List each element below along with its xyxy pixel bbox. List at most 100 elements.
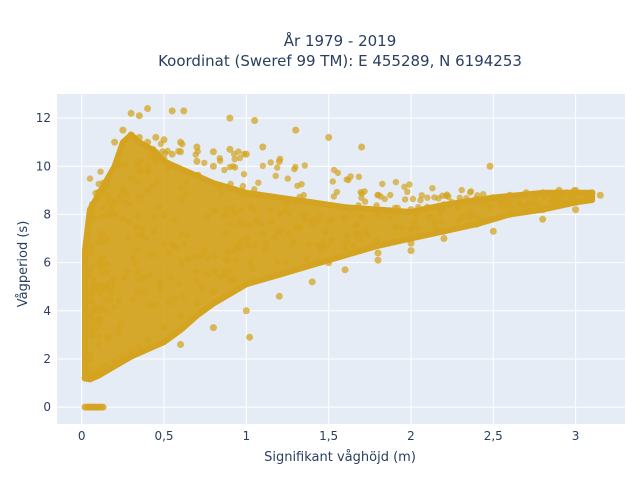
- data-point: [159, 148, 166, 155]
- data-point: [259, 162, 266, 170]
- data-point: [247, 260, 255, 268]
- data-point: [231, 156, 238, 163]
- data-point: [125, 200, 132, 207]
- data-point: [289, 241, 296, 248]
- data-point: [267, 218, 274, 225]
- data-point: [272, 172, 279, 179]
- data-point: [308, 278, 316, 286]
- x-tick-label: 0,5: [154, 429, 173, 443]
- data-point: [303, 255, 310, 263]
- data-point: [246, 222, 253, 229]
- data-point: [104, 335, 112, 342]
- data-point: [127, 174, 135, 182]
- data-point: [129, 254, 137, 261]
- data-point: [267, 159, 274, 166]
- data-point: [179, 293, 186, 301]
- data-point: [216, 185, 223, 192]
- data-point: [314, 217, 321, 225]
- data-point: [160, 241, 167, 248]
- data-point: [136, 165, 143, 172]
- data-point: [108, 204, 115, 212]
- data-point: [134, 232, 142, 239]
- data-point: [244, 242, 251, 249]
- data-point: [428, 213, 435, 220]
- data-point: [350, 243, 358, 250]
- data-point: [522, 189, 530, 197]
- data-point: [259, 230, 267, 238]
- data-point: [317, 213, 324, 220]
- data-point: [358, 143, 366, 151]
- data-point: [250, 206, 257, 214]
- data-point: [184, 255, 192, 262]
- data-point: [107, 296, 114, 304]
- data-point: [144, 168, 151, 176]
- data-point: [417, 196, 424, 204]
- x-tick-label: 0: [78, 429, 86, 443]
- data-point: [341, 266, 349, 274]
- data-point: [88, 291, 95, 298]
- data-point: [115, 329, 122, 336]
- data-point: [102, 296, 110, 304]
- data-point: [346, 205, 353, 213]
- data-point: [152, 301, 159, 308]
- data-point: [275, 292, 283, 300]
- data-point: [440, 201, 448, 209]
- data-point: [211, 252, 219, 260]
- data-point: [344, 239, 351, 246]
- data-point: [467, 214, 474, 221]
- data-point: [133, 247, 140, 254]
- data-point: [325, 259, 333, 267]
- data-point: [204, 271, 211, 278]
- data-point: [115, 297, 123, 305]
- data-point: [259, 143, 267, 151]
- data-point: [267, 206, 274, 213]
- data-point: [146, 272, 153, 279]
- data-point: [194, 172, 201, 179]
- data-point: [456, 194, 463, 201]
- data-point: [431, 218, 438, 226]
- data-point: [197, 252, 204, 259]
- data-point: [99, 188, 107, 195]
- data-point: [255, 179, 262, 186]
- data-point: [226, 145, 234, 153]
- data-point: [240, 191, 247, 199]
- data-point: [308, 217, 315, 224]
- data-point: [448, 198, 455, 206]
- data-point: [155, 204, 163, 211]
- data-point: [157, 140, 165, 147]
- data-point: [398, 224, 406, 231]
- data-point: [87, 297, 95, 305]
- data-point: [410, 218, 418, 225]
- data-point: [274, 164, 281, 171]
- data-point: [387, 191, 394, 199]
- data-point: [235, 148, 242, 155]
- data-point: [127, 109, 135, 117]
- data-point: [116, 161, 123, 168]
- data-point: [88, 201, 96, 208]
- data-point: [133, 160, 141, 167]
- data-point: [374, 256, 382, 264]
- data-point: [240, 150, 248, 158]
- data-point: [96, 333, 103, 340]
- data-point: [490, 195, 497, 202]
- data-point: [251, 117, 259, 124]
- data-point: [157, 286, 164, 293]
- data-point: [343, 176, 350, 183]
- data-point: [282, 259, 289, 266]
- data-point: [111, 357, 119, 365]
- data-point: [95, 341, 103, 349]
- x-tick-label: 3: [572, 429, 580, 443]
- data-point: [183, 179, 190, 186]
- data-point: [172, 295, 179, 302]
- data-point: [181, 240, 188, 248]
- data-point: [502, 204, 509, 211]
- data-point: [552, 191, 559, 198]
- data-point: [296, 193, 303, 201]
- x-tick-label: 2,5: [484, 429, 503, 443]
- data-point: [177, 341, 184, 348]
- data-point: [104, 269, 111, 277]
- data-point: [523, 202, 530, 209]
- data-point: [166, 249, 173, 257]
- data-point: [301, 162, 308, 169]
